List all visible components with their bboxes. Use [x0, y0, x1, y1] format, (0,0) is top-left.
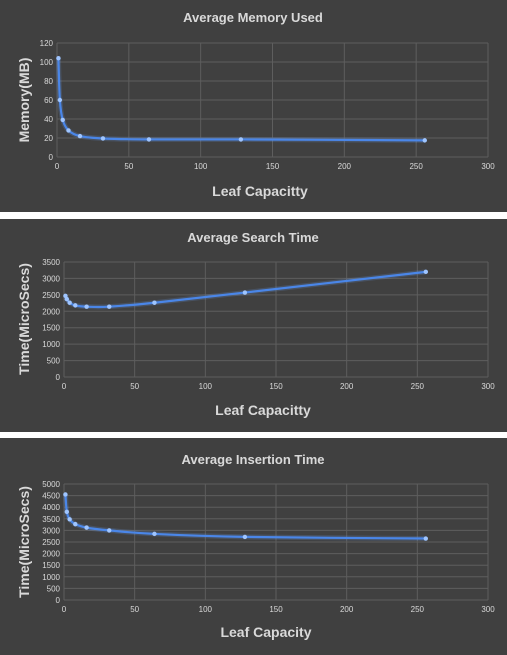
x-tick-label: 0: [55, 162, 60, 171]
data-point: [78, 134, 82, 138]
x-tick-label: 300: [481, 605, 495, 614]
data-point: [423, 138, 427, 142]
y-tick-label: 0: [56, 373, 61, 382]
data-point: [424, 270, 428, 274]
x-tick-label: 150: [269, 382, 283, 391]
y-tick-label: 500: [47, 357, 61, 366]
series-line: [58, 58, 424, 140]
y-tick-label: 500: [47, 584, 61, 593]
x-tick-label: 0: [62, 382, 67, 391]
y-tick-label: 0: [49, 153, 54, 162]
y-tick-label: 120: [40, 39, 54, 48]
data-point: [107, 304, 111, 308]
y-axis-title: Time(MicroSecs): [16, 263, 32, 375]
data-point: [107, 528, 111, 532]
x-tick-label: 250: [411, 605, 425, 614]
data-point: [239, 137, 243, 141]
data-point: [65, 297, 69, 301]
y-tick-label: 3000: [42, 526, 60, 535]
x-tick-label: 100: [199, 605, 213, 614]
chart-title: Average Search Time: [187, 230, 319, 245]
x-tick-label: 200: [340, 605, 354, 614]
data-point: [58, 98, 62, 102]
data-point: [66, 128, 70, 132]
y-tick-label: 5000: [42, 480, 60, 489]
x-tick-label: 100: [199, 382, 213, 391]
chart-title: Average Memory Used: [183, 10, 323, 25]
y-tick-label: 3500: [42, 515, 60, 524]
data-point: [243, 290, 247, 294]
y-tick-label: 3500: [42, 258, 60, 267]
data-point: [73, 522, 77, 526]
data-point: [65, 510, 69, 514]
y-tick-label: 1000: [42, 340, 60, 349]
data-point: [84, 304, 88, 308]
chart-search: Average Search Time 05001000150020002500…: [0, 219, 507, 432]
x-tick-label: 50: [130, 605, 139, 614]
x-tick-label: 150: [266, 162, 280, 171]
y-tick-label: 40: [44, 115, 53, 124]
y-axis-title: Time(MicroSecs): [16, 486, 32, 598]
y-tick-label: 1500: [42, 324, 60, 333]
y-tick-label: 2000: [42, 307, 60, 316]
x-tick-label: 250: [409, 162, 423, 171]
data-point: [101, 136, 105, 140]
y-tick-label: 2500: [42, 538, 60, 547]
y-tick-label: 0: [56, 596, 61, 605]
y-tick-label: 20: [44, 134, 53, 143]
chart-title: Average Insertion Time: [181, 452, 324, 467]
y-axis-title: Memory(MB): [16, 58, 32, 143]
y-tick-label: 3000: [42, 274, 60, 283]
y-tick-label: 2000: [42, 550, 60, 559]
chart-panel-insertion: Average Insertion Time 0 500 1000 1500 2000 2…: [0, 438, 507, 655]
data-point: [63, 492, 67, 496]
y-tick-label: 100: [40, 58, 54, 67]
x-tick-label: 300: [481, 162, 495, 171]
data-point: [243, 535, 247, 539]
y-tick-label: 1000: [42, 573, 60, 582]
series-line: [65, 272, 425, 307]
x-tick-label: 50: [124, 162, 133, 171]
y-tick-label: 80: [44, 77, 53, 86]
series-line: [65, 494, 425, 538]
x-tick-label: 300: [481, 382, 495, 391]
data-point: [73, 303, 77, 307]
series-line-glow: [58, 58, 424, 140]
x-tick-label: 50: [130, 382, 139, 391]
data-point: [56, 56, 60, 60]
y-tick-label: 1500: [42, 561, 60, 570]
chart-memory: Average Memory Used 0 20 40 60 80 100 120 0 50 10…: [0, 0, 507, 212]
x-tick-label: 100: [194, 162, 208, 171]
data-point: [147, 137, 151, 141]
y-tick-label: 60: [44, 96, 53, 105]
x-tick-label: 150: [269, 605, 283, 614]
x-axis-title: Leaf Capacitty: [212, 183, 308, 199]
x-tick-label: 250: [411, 382, 425, 391]
data-point: [67, 517, 71, 521]
data-point: [61, 118, 65, 122]
x-tick-label: 200: [338, 162, 352, 171]
data-point: [67, 301, 71, 305]
data-point: [152, 532, 156, 536]
chart-panel-memory: Average Memory Used 0 20 40 60 80 100 120 0 50 10…: [0, 0, 507, 212]
chart-insertion: Average Insertion Time 05001000150020002…: [0, 438, 507, 655]
x-tick-label: 0: [62, 605, 67, 614]
chart-panel-search: Average Search Time 0 500 1000 1500 2000 2500…: [0, 219, 507, 432]
y-tick-label: 4500: [42, 492, 60, 501]
x-axis-title: Leaf Capacitty: [215, 402, 311, 418]
x-tick-label: 200: [340, 382, 354, 391]
data-point: [424, 536, 428, 540]
x-axis-title: Leaf Capacity: [220, 624, 311, 640]
y-tick-label: 4000: [42, 503, 60, 512]
data-point: [84, 525, 88, 529]
y-tick-label: 2500: [42, 291, 60, 300]
data-point: [152, 301, 156, 305]
